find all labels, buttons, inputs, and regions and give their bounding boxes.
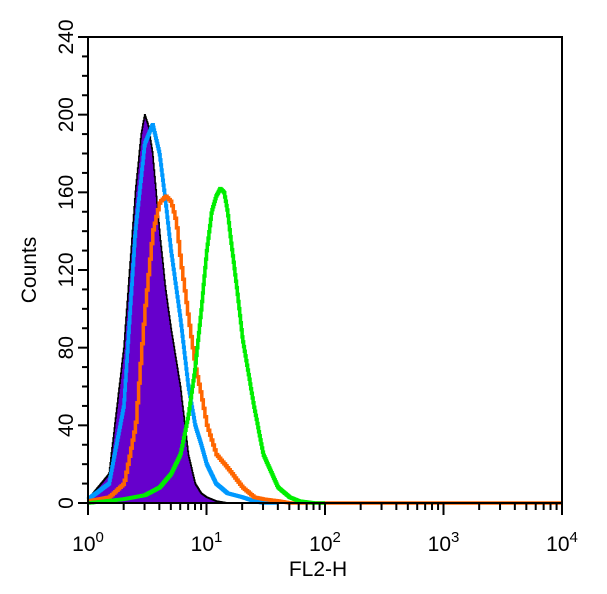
y-tick-label: 80 xyxy=(55,336,78,359)
y-axis: 0 40 80 120 160 200 240 xyxy=(55,19,88,509)
series-3-histogram-line xyxy=(87,186,325,505)
y-tick-label: 120 xyxy=(55,252,78,287)
series-1-histogram-line xyxy=(86,122,278,505)
x-tick-label: 100 xyxy=(72,529,104,556)
x-tick-label: 103 xyxy=(428,529,460,556)
y-tick-label: 0 xyxy=(55,497,78,509)
x-tick-label: 104 xyxy=(546,529,578,556)
y-tick-label: 200 xyxy=(55,97,78,132)
x-tick-label: 101 xyxy=(191,529,223,556)
y-tick-label: 160 xyxy=(55,175,78,210)
y-tick-label: 40 xyxy=(55,414,78,437)
x-axis-label: FL2-H xyxy=(289,558,347,581)
x-axis: 100 101 102 103 104 xyxy=(72,503,578,556)
x-tick-label: 102 xyxy=(309,529,341,556)
series-layer xyxy=(86,114,562,505)
y-tick-label: 240 xyxy=(55,19,78,54)
y-axis-label: Counts xyxy=(18,237,41,304)
series-0-filled-histogram xyxy=(87,114,263,504)
